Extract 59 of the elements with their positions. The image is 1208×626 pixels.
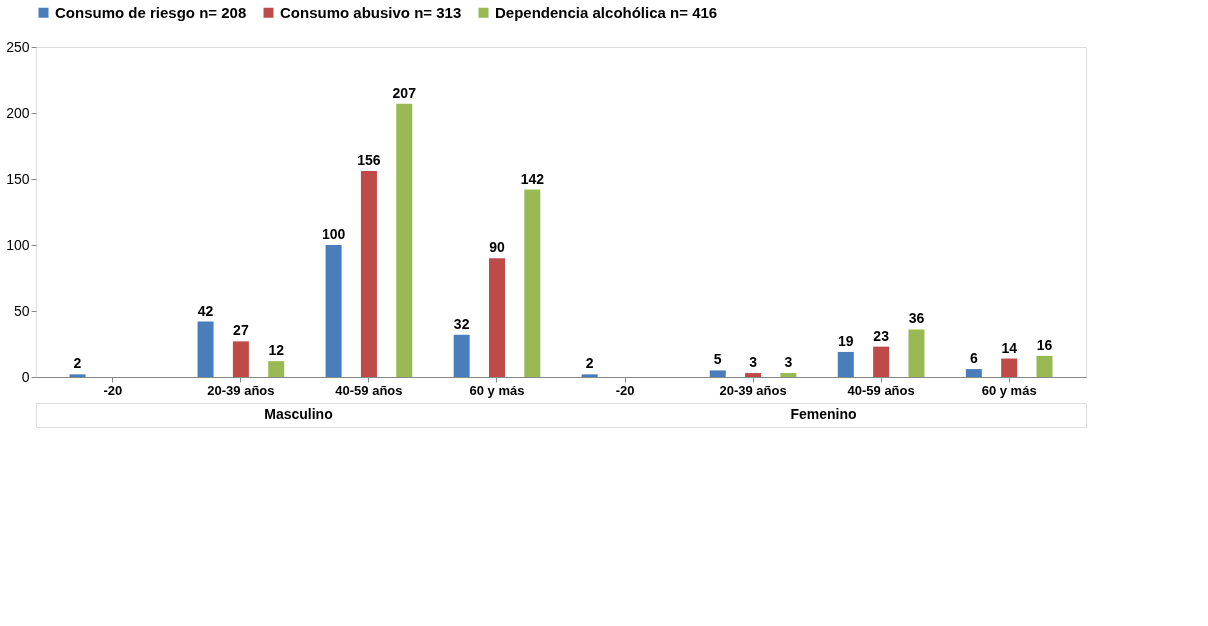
data-label: 5 [713, 351, 722, 368]
data-label: 42 [197, 302, 214, 319]
bar [197, 321, 214, 377]
bar [396, 103, 413, 377]
data-label: 90 [489, 239, 505, 256]
legend-label: Consumo abusivo n= 313 [280, 3, 462, 21]
data-label: 2 [585, 355, 594, 372]
bar [325, 245, 342, 377]
data-label: 16 [1036, 336, 1053, 353]
data-label: 2 [73, 355, 82, 372]
data-label: 32 [453, 315, 470, 332]
text: Masculino [264, 406, 333, 422]
data-label: 100 [321, 226, 346, 242]
bar [453, 334, 470, 377]
x-tick-label: 40-59 años [847, 382, 915, 398]
y-tick-label: 200 [6, 104, 30, 121]
data-label: 6 [969, 350, 978, 367]
bar [69, 374, 86, 377]
x-tick-label: 60 y más [469, 382, 525, 398]
y-tick-label: 50 [13, 302, 30, 319]
bar [1036, 355, 1053, 377]
y-tick-label: 150 [6, 170, 30, 187]
data-label: 3 [784, 354, 793, 371]
legend-label: Dependencia alcohólica n= 416 [495, 3, 718, 21]
x-tick-label: 20-39 años [719, 382, 787, 398]
bar [745, 373, 762, 377]
bar [873, 346, 890, 377]
data-label: 12 [268, 342, 285, 359]
data-label: 142 [520, 170, 545, 187]
y-tick-label: 250 [6, 38, 30, 55]
data-label: 3 [749, 354, 758, 371]
data-label: 207 [392, 84, 417, 101]
data-label: 23 [873, 327, 890, 344]
bar [232, 341, 249, 377]
legend-label: Consumo de riesgo n= 208 [55, 3, 247, 21]
x-tick-label: -20 [615, 382, 635, 398]
bar [488, 258, 505, 377]
data-label: 36 [908, 310, 925, 327]
bar [1001, 358, 1018, 377]
bar [908, 329, 925, 377]
bar [965, 369, 982, 377]
data-label: 156 [357, 152, 381, 169]
text: Femenino [790, 406, 857, 422]
bar [581, 374, 598, 377]
bar [360, 171, 377, 377]
y-tick-label: 0 [21, 368, 30, 385]
x-tick-label: 60 y más [981, 382, 1037, 398]
data-label: 19 [838, 332, 854, 349]
bar [524, 189, 541, 377]
bar [837, 351, 854, 377]
data-label: 27 [233, 322, 249, 339]
x-tick-label: -20 [103, 382, 123, 398]
y-tick-label: 100 [6, 236, 30, 253]
bar [268, 361, 285, 377]
x-tick-label: 20-39 años [207, 382, 275, 398]
x-tick-label: 40-59 años [335, 382, 403, 398]
bar [780, 373, 797, 377]
data-label: 14 [1001, 339, 1018, 356]
bar [709, 370, 726, 377]
